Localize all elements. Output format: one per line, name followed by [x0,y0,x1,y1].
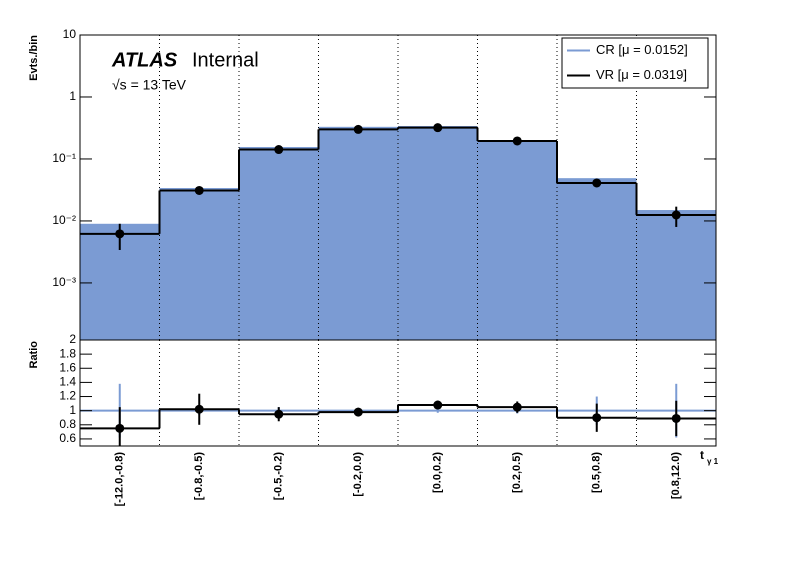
y-tick-label: 10⁻³ [52,275,76,289]
y-tick-label: 1.4 [59,375,76,389]
y-tick-label: 2 [69,332,76,346]
x-axis-label-subscript: γ 1 [707,457,719,466]
histogram-bar [557,178,637,340]
y-tick-label: 0.6 [59,431,76,445]
data-point [592,413,602,423]
data-point [194,404,204,414]
x-tick-label: [-0.5,-0.2) [273,452,285,501]
histogram-bar [477,140,557,340]
data-point [512,136,522,146]
data-point [353,124,363,134]
data-point [671,210,681,220]
status-label: Internal [192,49,259,71]
y-tick-label: 10⁻² [52,213,76,227]
legend-label: CR [μ = 0.0152] [596,42,688,57]
x-tick-label: [0.2,0.5) [511,452,523,493]
x-axis-label: t [700,448,704,462]
x-tick-label: [-0.8,-0.5) [193,452,205,501]
x-tick-label: [0.8,12.0) [670,452,682,499]
x-tick-label: [0.5,0.8) [591,452,603,493]
data-point [433,123,443,133]
x-tick-label: [-0.2,0.0) [352,452,364,497]
data-point [194,185,204,195]
ratio-axis-label: Ratio [28,341,40,369]
x-tick-label: [0.0,0.2) [432,452,444,493]
y-tick-label: 0.8 [59,417,76,431]
data-point [115,229,125,239]
data-point [671,413,681,423]
data-point [353,407,363,417]
data-point [115,423,125,433]
y-tick-label: 1 [69,403,76,417]
data-point [512,402,522,412]
experiment-label: ATLAS [111,49,178,71]
y-tick-label: 1.2 [59,389,76,403]
histogram-bar [318,126,398,340]
x-tick-label: [-12.0,-0.8) [114,452,126,507]
histogram-bar [159,188,239,340]
y-tick-label: 1.8 [59,346,76,360]
histogram-bar [398,126,478,341]
legend-label: VR [μ = 0.0319] [596,67,687,82]
energy-label: √s = 13 TeV [112,77,187,93]
data-point [274,145,284,155]
histogram-bar [239,146,319,340]
legend-box [561,37,709,89]
data-point [433,400,443,410]
plot-frame [79,339,717,447]
y-tick-label: 10⁻¹ [52,151,76,165]
y-tick-label: 10 [63,27,77,41]
y-axis-label: Evts./bin [28,35,40,81]
y-tick-label: 1.6 [59,360,76,374]
data-point [592,178,602,188]
y-tick-label: 1 [69,89,76,103]
histogram-bar [636,210,716,340]
data-point [274,409,284,419]
